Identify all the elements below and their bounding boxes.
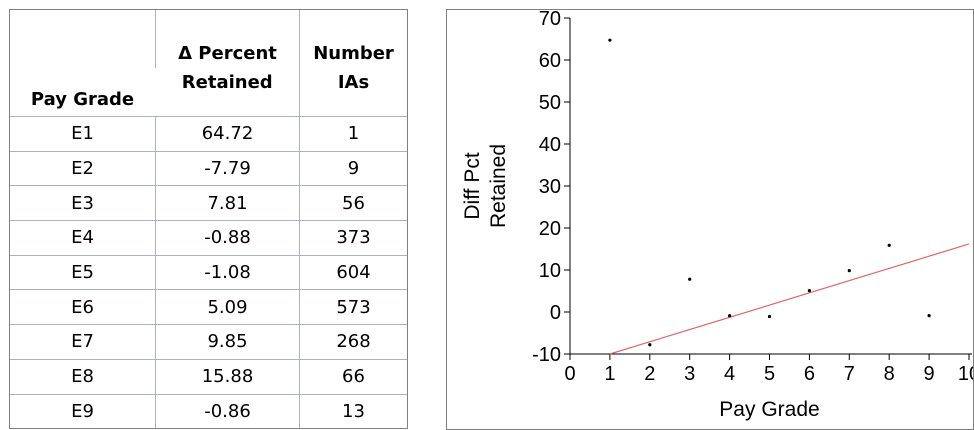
y-tick-label: 40 xyxy=(539,134,561,156)
x-tick-label: 8 xyxy=(884,363,895,385)
x-tick-label: 4 xyxy=(724,363,735,385)
cell-grade: E4 xyxy=(10,220,156,256)
pay-grade-table: Pay Grade Δ Percent Number Retained IAs … xyxy=(10,10,407,428)
cell-count: 573 xyxy=(299,289,407,325)
cell-count: 9 xyxy=(299,150,407,186)
header-pay-grade: Pay Grade xyxy=(10,10,156,117)
data-point xyxy=(688,277,692,281)
cell-delta: -7.79 xyxy=(155,150,300,186)
cell-count: 13 xyxy=(299,393,407,428)
cell-delta: -0.86 xyxy=(155,393,300,428)
y-tick-label: 20 xyxy=(539,218,561,240)
header-number-line2: IAs xyxy=(299,68,407,117)
cell-grade: E6 xyxy=(10,289,156,325)
data-point xyxy=(608,38,612,42)
data-point xyxy=(927,314,931,318)
cell-grade: E8 xyxy=(10,358,156,394)
y-tick-label: 10 xyxy=(539,260,561,282)
scatter-chart-panel: -10010203040506070012345678910 Pay Grade… xyxy=(446,9,974,430)
table-row: E7 9.85 268 xyxy=(10,324,407,360)
cell-grade: E5 xyxy=(10,254,156,290)
cell-grade: E7 xyxy=(10,324,156,360)
data-point xyxy=(847,269,851,273)
y-tick-label: 60 xyxy=(539,50,561,72)
cell-delta: 7.81 xyxy=(155,185,300,221)
cell-grade: E2 xyxy=(10,150,156,186)
cell-delta: 9.85 xyxy=(155,324,300,360)
x-tick-label: 7 xyxy=(844,363,855,385)
data-points-group xyxy=(608,38,931,347)
x-tick-label: 6 xyxy=(804,363,815,385)
table-row: E1 64.72 1 xyxy=(10,116,407,152)
x-tick-label: 10 xyxy=(958,363,973,385)
table-row: E2 -7.79 9 xyxy=(10,150,407,186)
cell-count: 373 xyxy=(299,220,407,256)
table-header-row: Retained IAs xyxy=(10,68,407,117)
cell-grade: E9 xyxy=(10,393,156,428)
y-axis-label-line2: Retained xyxy=(487,144,510,228)
cell-delta: -0.88 xyxy=(155,220,300,256)
table-row: E8 15.88 66 xyxy=(10,358,407,394)
data-point xyxy=(807,289,811,293)
cell-delta: -1.08 xyxy=(155,254,300,290)
table-row: E9 -0.86 13 xyxy=(10,393,407,428)
cell-delta: 5.09 xyxy=(155,289,300,325)
table-row: E3 7.81 56 xyxy=(10,185,407,221)
trend-line-group xyxy=(609,243,970,355)
cell-count: 66 xyxy=(299,358,407,394)
tick-labels-group: -10010203040506070012345678910 xyxy=(532,10,973,385)
data-point xyxy=(728,314,732,318)
cell-count: 604 xyxy=(299,254,407,290)
cell-grade: E1 xyxy=(71,123,94,145)
header-delta-line1: Δ Percent xyxy=(155,10,300,68)
cell-count: 1 xyxy=(299,116,407,152)
trend-line xyxy=(609,243,970,355)
table-row: E6 5.09 573 xyxy=(10,289,407,325)
x-tick-label: 9 xyxy=(924,363,935,385)
table-row: E5 -1.08 604 xyxy=(10,254,407,290)
cell-count: 56 xyxy=(299,185,407,221)
cell-grade: E3 xyxy=(10,185,156,221)
header-delta-line2: Retained xyxy=(155,68,300,117)
x-tick-label: 5 xyxy=(764,363,775,385)
cell-count: 268 xyxy=(299,324,407,360)
chart-axes xyxy=(564,17,972,360)
x-tick-label: 0 xyxy=(564,363,575,385)
y-tick-label: -10 xyxy=(532,344,561,366)
data-point xyxy=(767,314,772,319)
x-axis-label: Pay Grade xyxy=(719,398,819,421)
cell-delta: 15.88 xyxy=(155,358,300,394)
y-tick-label: 50 xyxy=(539,92,561,114)
pay-grade-table-panel: Pay Grade Δ Percent Number Retained IAs … xyxy=(9,9,408,429)
cell-delta: 64.72 xyxy=(155,116,300,152)
data-point xyxy=(887,243,891,247)
y-tick-label: 70 xyxy=(539,10,561,30)
header-number-line1: Number xyxy=(299,10,407,68)
y-axis-label-line1: Diff Pct xyxy=(461,152,484,219)
x-tick-label: 1 xyxy=(604,363,615,385)
table-header-row: Pay Grade Δ Percent Number xyxy=(10,10,407,117)
y-tick-label: 30 xyxy=(539,176,561,198)
data-point xyxy=(648,343,652,347)
table-row: E4 -0.88 373 xyxy=(10,220,407,256)
x-tick-label: 3 xyxy=(684,363,695,385)
scatter-chart: -10010203040506070012345678910 Pay Grade… xyxy=(461,10,973,421)
x-tick-label: 2 xyxy=(644,363,655,385)
y-tick-label: 0 xyxy=(550,302,561,324)
